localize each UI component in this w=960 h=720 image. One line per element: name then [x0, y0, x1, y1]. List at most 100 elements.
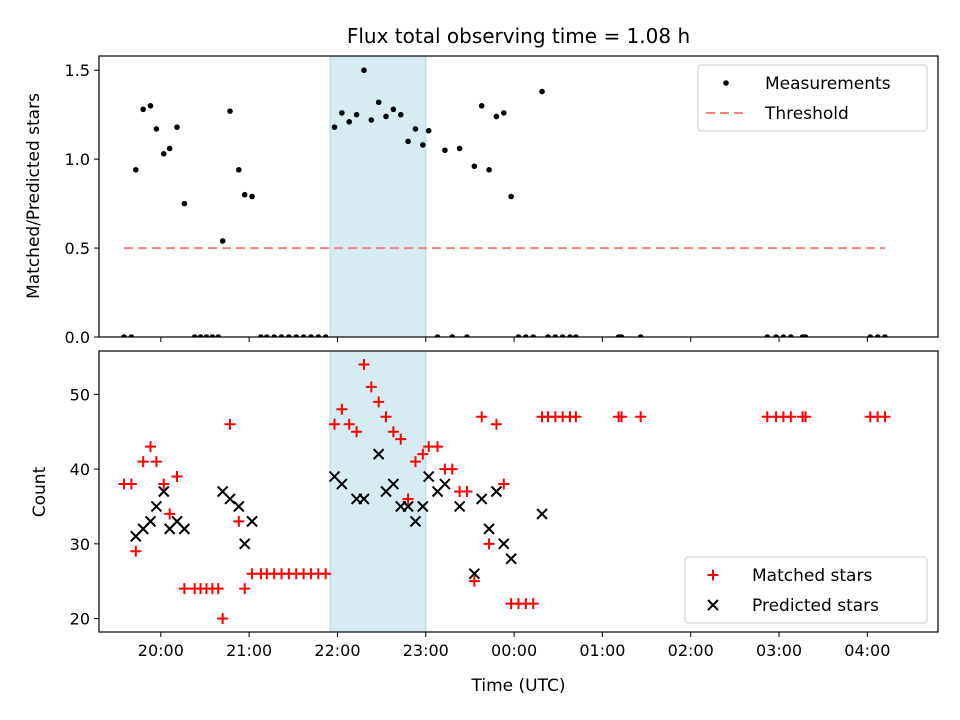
measurements-point	[559, 334, 566, 337]
measurements-point	[353, 111, 360, 118]
measurements-point	[147, 102, 154, 109]
matched-stars-point	[171, 471, 183, 483]
predicted-stars-point	[409, 515, 422, 528]
measurements-point	[764, 334, 771, 337]
matched-stars-point	[373, 396, 385, 408]
measurements-point	[802, 334, 809, 337]
matched-stars-point	[158, 478, 170, 490]
measurements-point	[271, 334, 277, 337]
matched-stars-point	[351, 426, 363, 438]
measurements-point	[573, 334, 579, 337]
x-tick-label: 21:00	[226, 641, 272, 660]
matched-stars-point	[387, 426, 399, 438]
matched-stars-point	[125, 478, 137, 490]
measurements-point	[322, 334, 329, 337]
matched-stars-point	[490, 418, 502, 430]
measurements-point	[397, 111, 404, 118]
predicted-stars-point	[417, 500, 429, 513]
measurements-point	[442, 147, 448, 154]
legend-label: Threshold	[764, 104, 849, 124]
measurements-point	[174, 124, 180, 130]
measurements-point	[339, 110, 345, 116]
predicted-stars-point	[358, 493, 370, 505]
predicted-stars-point	[239, 538, 251, 550]
measurements-point	[618, 334, 625, 337]
measurements-point	[166, 145, 173, 152]
measurements-point	[493, 113, 500, 120]
measurements-point	[567, 334, 573, 337]
measurements-point	[464, 334, 470, 337]
measurements-point	[264, 334, 270, 337]
measurements-point	[160, 151, 167, 157]
predicted-stars-point	[387, 478, 400, 490]
measurements-point	[500, 110, 507, 116]
predicted-stars-point	[498, 538, 510, 550]
matched-stars-point	[800, 411, 812, 423]
x-axis-label: Time (UTC)	[471, 676, 566, 696]
measurements-point	[331, 124, 338, 130]
matched-stars-point	[417, 448, 429, 460]
measurements-point	[390, 106, 397, 113]
matched-stars-point	[137, 456, 149, 468]
legend: Measurements Threshold	[697, 64, 928, 132]
matched-stars-point	[365, 381, 377, 393]
highlight-span	[329, 350, 427, 633]
matched-stars-point	[164, 508, 176, 520]
measurements-point	[153, 126, 160, 132]
predicted-stars-point	[536, 508, 548, 520]
measurements-point	[346, 119, 353, 125]
matched-stars-point	[468, 575, 480, 587]
measurements-point	[486, 167, 492, 173]
legend-marker	[723, 80, 729, 86]
matched-stars-point	[446, 463, 458, 475]
y-tick-label: 50	[70, 385, 90, 404]
predicted-stars-point	[178, 523, 191, 535]
matched-stars-point	[879, 411, 891, 423]
matched-stars-point	[402, 493, 414, 505]
legend-label: Matched stars	[752, 566, 872, 586]
matched-stars-point	[432, 441, 444, 453]
x-tick-label: 04:00	[844, 641, 890, 660]
y-axis-label-top: Matched/Predicted stars	[24, 93, 44, 299]
measurements-point	[515, 334, 522, 337]
measurements-point	[478, 102, 485, 109]
count-plot: 20 30 40 50 20:00 21:00 22:00 23:00 00:00 01:00 02…	[70, 350, 939, 660]
matched-stars-point	[178, 583, 190, 595]
legend-marker	[707, 569, 719, 581]
measurements-point	[121, 334, 127, 337]
x-tick-label: 22:00	[314, 641, 360, 660]
predicted-stars-point	[150, 500, 163, 513]
measurements-point	[308, 334, 314, 337]
measurements-point	[241, 191, 248, 198]
measurements-point	[780, 334, 787, 337]
measurements-point	[258, 334, 264, 337]
measurements-point	[867, 334, 874, 337]
measurements-point	[425, 127, 432, 134]
measurements-point	[191, 334, 198, 337]
measurements-point	[315, 334, 322, 337]
matched-stars-point	[358, 358, 370, 370]
matched-stars-point	[224, 418, 236, 430]
measurements-point	[236, 167, 242, 173]
axes-frame	[98, 55, 939, 338]
measurements-point	[293, 334, 300, 337]
x-tick-label: 01:00	[579, 641, 625, 660]
matched-stars-point	[145, 441, 157, 453]
matched-stars-point	[616, 411, 628, 423]
predicted-stars-point	[144, 515, 157, 528]
predicted-stars-point	[372, 448, 385, 460]
measurements-point	[637, 334, 644, 337]
matched-stars-point	[239, 583, 251, 595]
measurements-point	[874, 334, 881, 337]
measurements-point	[219, 238, 226, 244]
y-tick-label: 0.0	[65, 328, 90, 347]
measurements-point	[523, 334, 529, 337]
x-tick-label: 00:00	[491, 641, 537, 660]
predicted-stars-point	[402, 500, 414, 513]
x-tick-label: 20:00	[138, 641, 184, 660]
data-layer	[121, 67, 888, 337]
measurements-point	[278, 334, 285, 337]
predicted-stars-point	[483, 523, 495, 535]
predicted-stars-point	[505, 553, 517, 565]
